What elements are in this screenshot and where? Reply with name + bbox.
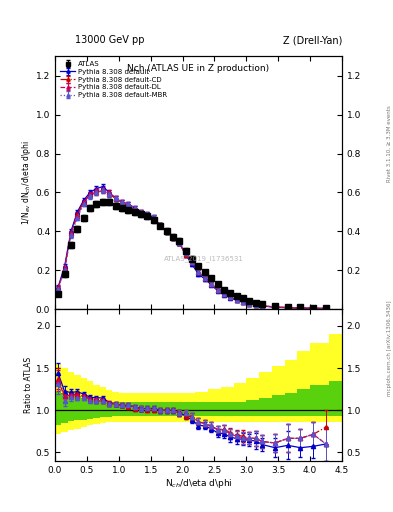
Legend: ATLAS, Pythia 8.308 default, Pythia 8.308 default-CD, Pythia 8.308 default-DL, P: ATLAS, Pythia 8.308 default, Pythia 8.30… bbox=[59, 60, 169, 99]
Y-axis label: Ratio to ATLAS: Ratio to ATLAS bbox=[24, 357, 33, 413]
Text: Rivet 3.1.10, ≥ 3.3M events: Rivet 3.1.10, ≥ 3.3M events bbox=[387, 105, 392, 182]
Text: Nch (ATLAS UE in Z production): Nch (ATLAS UE in Z production) bbox=[127, 64, 270, 73]
Text: 13000 GeV pp: 13000 GeV pp bbox=[75, 35, 144, 45]
Y-axis label: 1/N$_{ev}$ dN$_{ch}$/d\eta d\phi: 1/N$_{ev}$ dN$_{ch}$/d\eta d\phi bbox=[20, 140, 33, 225]
X-axis label: N$_{ch}$/d\eta d\phi: N$_{ch}$/d\eta d\phi bbox=[165, 477, 232, 490]
Text: Z (Drell-Yan): Z (Drell-Yan) bbox=[283, 35, 342, 45]
Text: ATLAS_2019_I1736531: ATLAS_2019_I1736531 bbox=[164, 255, 244, 262]
Text: mcplots.cern.ch [arXiv:1306.3436]: mcplots.cern.ch [arXiv:1306.3436] bbox=[387, 301, 392, 396]
